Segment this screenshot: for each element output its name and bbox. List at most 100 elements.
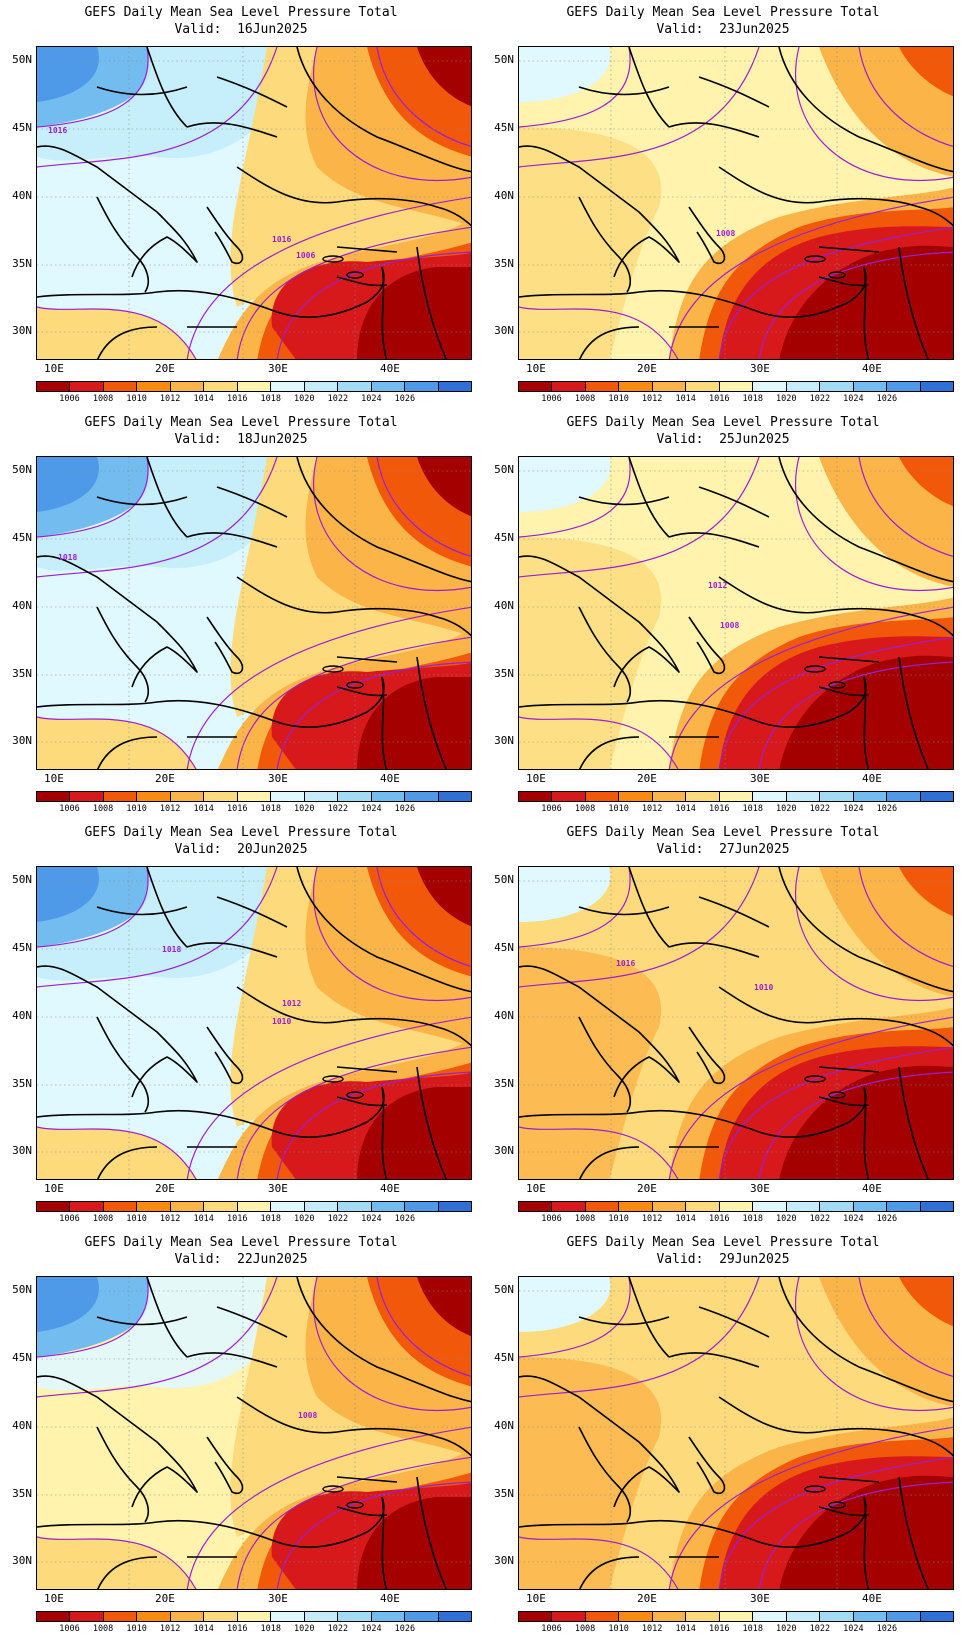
lon-tick-label: 20E <box>637 1592 657 1605</box>
lat-tick-label: 35N <box>12 667 32 680</box>
colorbar-swatch <box>371 382 406 391</box>
contour-label: 1008 <box>720 621 740 630</box>
colorbar-label: 1018 <box>260 1624 282 1634</box>
panel-valid-date: Valid: 22Jun2025 <box>174 1252 308 1267</box>
colorbar-swatch <box>204 382 238 391</box>
map-panel: GEFS Daily Mean Sea Level Pressure Total… <box>0 1230 482 1640</box>
panel-valid-date: Valid: 16Jun2025 <box>174 22 308 37</box>
lat-tick-label: 30N <box>12 324 32 337</box>
contour-label: 1008 <box>716 229 736 238</box>
lat-tick-label: 45N <box>12 941 32 954</box>
pressure-map <box>36 46 472 360</box>
panel-valid-date: Valid: 23Jun2025 <box>656 22 790 37</box>
colorbar-label: 1024 <box>843 1214 864 1224</box>
lat-tick-label: 35N <box>12 1487 32 1500</box>
colorbar-label: 1024 <box>361 1624 382 1634</box>
colorbar-label: 1010 <box>126 804 147 814</box>
colorbar-label: 1006 <box>59 1624 80 1634</box>
lon-tick-label: 10E <box>526 1592 546 1605</box>
colorbar-swatch <box>271 792 305 801</box>
pressure-map <box>518 1276 954 1590</box>
colorbar-label: 1020 <box>776 804 797 814</box>
colorbar-swatch <box>786 792 821 801</box>
colorbar-swatch <box>170 792 205 801</box>
colorbar-label: 1006 <box>541 804 562 814</box>
lat-tick-label: 45N <box>12 531 32 544</box>
colorbar-swatch <box>170 1612 205 1621</box>
lon-tick-label: 20E <box>637 362 657 375</box>
colorbar <box>518 381 954 392</box>
colorbar-swatch <box>137 792 171 801</box>
lat-tick-label: 50N <box>12 463 32 476</box>
colorbar-label: 1018 <box>742 394 764 404</box>
colorbar-swatch <box>438 1202 472 1211</box>
panel-title: GEFS Daily Mean Sea Level Pressure Total <box>566 825 880 840</box>
colorbar-label: 1012 <box>159 804 181 814</box>
lat-tick-label: 35N <box>12 257 32 270</box>
colorbar-swatch <box>786 1612 821 1621</box>
colorbar-swatch <box>237 1612 272 1621</box>
colorbar-label: 1010 <box>608 804 629 814</box>
colorbar-swatch <box>686 1612 720 1621</box>
lat-tick-label: 40N <box>494 1009 514 1022</box>
colorbar-swatch <box>753 792 787 801</box>
colorbar-label: 1014 <box>193 804 214 814</box>
pressure-map <box>518 456 954 770</box>
map-panel: GEFS Daily Mean Sea Level Pressure Total… <box>482 1230 964 1640</box>
colorbar-swatch <box>719 792 754 801</box>
colorbar-label: 1014 <box>193 1624 214 1634</box>
colorbar-swatch <box>204 1612 238 1621</box>
colorbar-swatch <box>304 792 339 801</box>
colorbar-swatch <box>719 1202 754 1211</box>
lat-tick-label: 40N <box>12 189 32 202</box>
lon-tick-label: 40E <box>862 1182 882 1195</box>
colorbar-label: 1006 <box>59 394 80 404</box>
lat-tick-label: 45N <box>494 531 514 544</box>
colorbar <box>518 1201 954 1212</box>
lon-tick-label: 10E <box>44 362 64 375</box>
colorbar <box>518 1611 954 1622</box>
colorbar-label: 1012 <box>159 394 181 404</box>
colorbar-label: 1022 <box>327 1624 349 1634</box>
pressure-map <box>36 456 472 770</box>
colorbar-swatch <box>619 382 653 391</box>
lat-tick-label: 50N <box>494 873 514 886</box>
contour-label: 1018 <box>58 553 78 562</box>
contour-label: 1016 <box>48 126 68 135</box>
colorbar-label: 1008 <box>92 1624 114 1634</box>
lon-tick-label: 30E <box>750 1592 770 1605</box>
colorbar-swatch <box>619 1202 653 1211</box>
lon-tick-label: 20E <box>155 772 175 785</box>
colorbar-label: 1014 <box>675 394 696 404</box>
contour-label: 1016 <box>616 959 636 968</box>
colorbar-swatch <box>70 1612 104 1621</box>
colorbar <box>36 381 472 392</box>
lon-tick-label: 40E <box>862 362 882 375</box>
panel-title: GEFS Daily Mean Sea Level Pressure Total <box>566 5 880 20</box>
colorbar-swatch <box>820 1612 854 1621</box>
colorbar-swatch <box>753 1202 787 1211</box>
colorbar-swatch <box>585 792 620 801</box>
colorbar-swatch <box>853 1202 888 1211</box>
lon-tick-label: 40E <box>380 1182 400 1195</box>
pressure-map <box>518 46 954 360</box>
lat-tick-label: 30N <box>494 1144 514 1157</box>
colorbar-label: 1020 <box>776 1624 797 1634</box>
contour-label: 1008 <box>298 1411 318 1420</box>
contour-label: 1010 <box>272 1017 292 1026</box>
lat-tick-label: 50N <box>494 1283 514 1296</box>
panel-valid-date: Valid: 27Jun2025 <box>656 842 790 857</box>
colorbar-swatch <box>552 382 586 391</box>
colorbar-swatch <box>70 382 104 391</box>
colorbar-swatch <box>170 1202 205 1211</box>
colorbar-label: 1012 <box>159 1214 181 1224</box>
colorbar-label: 1022 <box>809 1214 831 1224</box>
lat-tick-label: 35N <box>494 1077 514 1090</box>
colorbar-swatch <box>37 1202 71 1211</box>
colorbar-label: 1006 <box>59 804 80 814</box>
lon-tick-label: 30E <box>750 772 770 785</box>
colorbar-swatch <box>719 382 754 391</box>
colorbar-swatch <box>585 382 620 391</box>
colorbar-label: 1008 <box>574 1214 596 1224</box>
map-panel: GEFS Daily Mean Sea Level Pressure Total… <box>482 410 964 820</box>
